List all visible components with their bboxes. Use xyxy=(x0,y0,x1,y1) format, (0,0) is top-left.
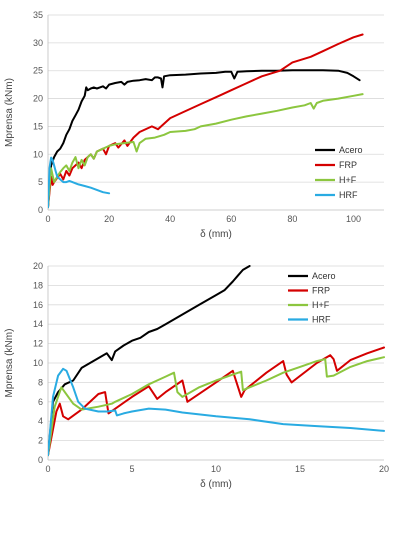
legend-label-acero: Acero xyxy=(312,271,336,281)
series-line-acero xyxy=(48,265,251,457)
series-line-hrf xyxy=(48,156,111,209)
y-tick-label: 12 xyxy=(33,339,43,349)
x-tick-label: 20 xyxy=(104,214,114,224)
chart-top: 0 5 10 15 20 25 30 35 0 20 40 60 80 100 δ (mm) Mprensa … xyxy=(4,10,384,240)
series-line-frp xyxy=(48,346,385,457)
series-line-acero xyxy=(48,69,361,209)
legend: Acero FRP H+F HRF xyxy=(288,271,336,325)
y-tick-label: 14 xyxy=(33,319,43,329)
x-tick-label: 40 xyxy=(165,214,175,224)
y-tick-label: 5 xyxy=(38,177,43,187)
series-line-h-f xyxy=(48,356,385,457)
y-tick-label: 10 xyxy=(33,358,43,368)
y-tick-label: 6 xyxy=(38,397,43,407)
y-tick-label: 16 xyxy=(33,300,43,310)
y-tick-label: 8 xyxy=(38,377,43,387)
legend-label-hrf: HRF xyxy=(312,315,331,325)
y-tick-label: 0 xyxy=(38,455,43,465)
y-tick-label: 15 xyxy=(33,121,43,131)
y-tick-label: 2 xyxy=(38,436,43,446)
y-tick-label: 20 xyxy=(33,94,43,104)
x-axis-label: δ (mm) xyxy=(200,479,232,490)
legend-label-h-f: H+F xyxy=(312,300,330,310)
chart-bottom: 0 2 4 6 8 10 12 14 16 18 20 0 5 10 15 20 δ (mm) Mprensa (… xyxy=(4,261,389,490)
y-tick-label: 10 xyxy=(33,149,43,159)
legend-label-h-f: H+F xyxy=(339,175,357,185)
series-line-h-f xyxy=(48,93,364,209)
y-tick-label: 25 xyxy=(33,66,43,76)
y-tick-label: 18 xyxy=(33,280,43,290)
y-tick-label: 0 xyxy=(38,205,43,215)
legend-label-frp: FRP xyxy=(312,286,330,296)
y-axis-label: Mprensa (kNm) xyxy=(4,78,15,147)
x-tick-label: 80 xyxy=(287,214,297,224)
x-tick-label: 5 xyxy=(129,464,134,474)
x-tick-label: 0 xyxy=(45,214,50,224)
y-tick-label: 20 xyxy=(33,261,43,271)
y-axis-label: Mprensa (kNm) xyxy=(4,329,15,398)
legend-label-hrf: HRF xyxy=(339,190,358,200)
x-tick-label: 20 xyxy=(379,464,389,474)
legend: Acero FRP H+F HRF xyxy=(315,145,363,200)
x-tick-label: 10 xyxy=(211,464,221,474)
series-line-frp xyxy=(48,33,364,209)
y-tick-label: 35 xyxy=(33,10,43,20)
legend-label-frp: FRP xyxy=(339,160,357,170)
y-tick-label: 4 xyxy=(38,416,43,426)
x-tick-label: 60 xyxy=(226,214,236,224)
series-line-hrf xyxy=(48,367,385,457)
plot-area xyxy=(48,265,385,457)
x-tick-label: 100 xyxy=(346,214,361,224)
y-tick-label: 30 xyxy=(33,38,43,48)
x-tick-label: 0 xyxy=(45,464,50,474)
legend-label-acero: Acero xyxy=(339,145,363,155)
plot-area xyxy=(48,33,364,209)
x-axis-label: δ (mm) xyxy=(200,229,232,240)
x-tick-label: 15 xyxy=(295,464,305,474)
